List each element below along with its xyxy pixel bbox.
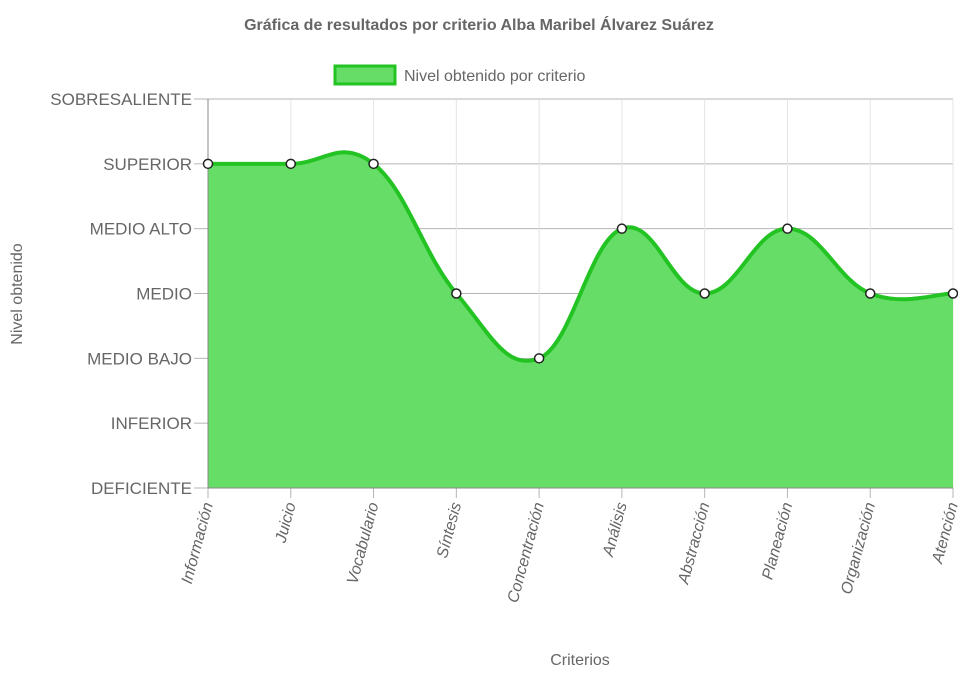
area-layer <box>208 150 954 488</box>
x-tick-label: Abstracción <box>675 501 713 587</box>
x-tick-label: Atención <box>929 501 958 567</box>
x-tick-label: Planeación <box>759 501 796 582</box>
data-point-Juicio[interactable] <box>285 158 297 170</box>
data-point-Organización[interactable] <box>864 288 876 299</box>
legend-label: Nivel obtenido por criterio <box>404 68 586 85</box>
data-point-Atención[interactable] <box>947 288 958 299</box>
x-tick-label: Síntesis <box>434 501 465 560</box>
series-area-fill <box>208 152 953 488</box>
x-tick-label: Organización <box>838 501 879 597</box>
data-point-Abstracción[interactable] <box>699 288 710 299</box>
y-tick-label: SOBRESALIENTE <box>50 90 192 109</box>
axes <box>194 98 954 498</box>
data-points[interactable] <box>202 158 958 364</box>
y-tick-labels: DEFICIENTE INFERIOR MEDIO BAJO MEDIO MEDIO A… <box>50 90 192 498</box>
legend-swatch <box>333 64 397 86</box>
x-tick-label: Información <box>179 501 217 586</box>
data-point-Síntesis[interactable] <box>451 288 462 299</box>
x-tick-label: Juicio <box>272 501 299 546</box>
y-tick-label: SUPERIOR <box>103 155 192 174</box>
x-tick-label: Concentración <box>505 501 548 605</box>
chart-title: Gráfica de resultados por criterio Alba … <box>244 15 714 34</box>
series-line <box>208 150 954 363</box>
x-tick-labels: Información Juicio Vocabulario Síntesis Conc… <box>179 501 958 605</box>
y-axis-label: Nivel obtenido <box>9 243 26 345</box>
y-tick-label: INFERIOR <box>111 414 192 433</box>
data-point-Análisis[interactable] <box>616 223 628 234</box>
legend[interactable]: Nivel obtenido por criterio <box>333 64 586 86</box>
x-tick-label: Vocabulario <box>344 501 382 587</box>
data-point-Planeación[interactable] <box>782 223 793 234</box>
data-point-Concentración[interactable] <box>533 353 545 364</box>
y-tick-label: MEDIO <box>136 285 192 304</box>
y-tick-label: DEFICIENTE <box>91 479 192 498</box>
data-point-Información[interactable] <box>202 158 214 170</box>
x-tick-label: Análisis <box>600 501 631 560</box>
y-tick-label: MEDIO ALTO <box>90 220 192 239</box>
data-point-Vocabulario[interactable] <box>368 158 379 170</box>
x-axis-label: Criterios <box>550 652 610 669</box>
y-tick-label: MEDIO BAJO <box>87 349 192 368</box>
